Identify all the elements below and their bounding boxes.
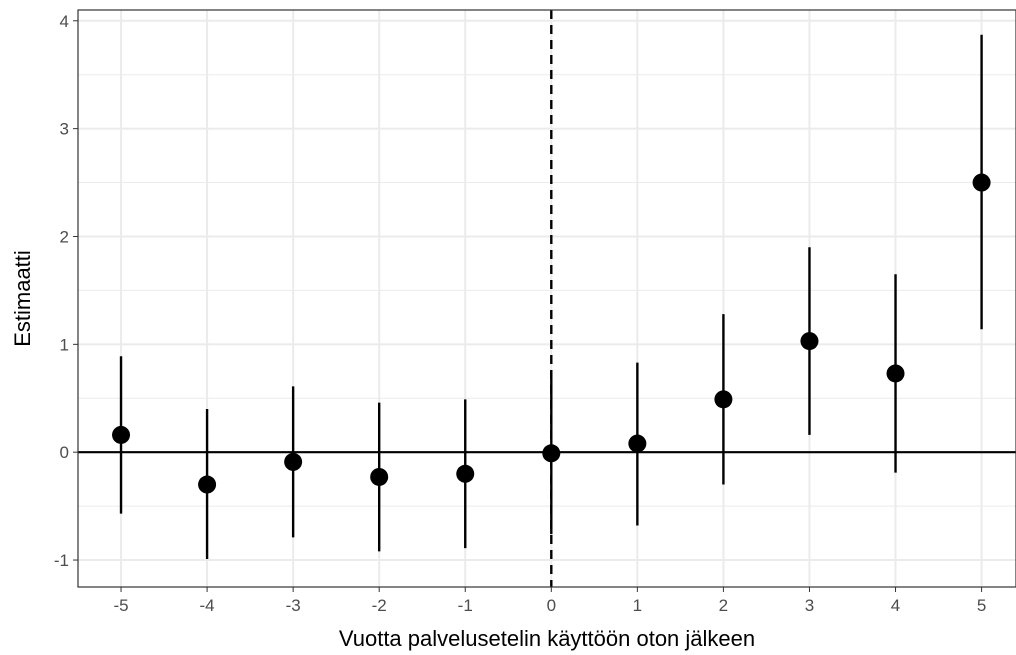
estimate-point (456, 464, 475, 483)
x-tick-label: -5 (113, 596, 128, 615)
y-tick-label: 1 (60, 335, 69, 354)
estimate-point (198, 475, 217, 494)
x-tick-label: 5 (977, 596, 986, 615)
x-tick-label: 1 (633, 596, 642, 615)
x-tick-label: -2 (372, 596, 387, 615)
estimate-point (112, 425, 131, 444)
x-tick-label: 0 (547, 596, 556, 615)
y-tick-label: 3 (60, 120, 69, 139)
y-tick-label: 4 (60, 12, 69, 31)
estimate-point (542, 444, 561, 463)
grid (78, 10, 1016, 587)
estimate-point (800, 332, 819, 351)
x-tick-label: 2 (719, 596, 728, 615)
estimate-point (370, 467, 389, 486)
estimate-point (284, 452, 303, 471)
y-tick-label: 2 (60, 227, 69, 246)
x-tick-label: -4 (200, 596, 215, 615)
estimate-point (628, 434, 647, 453)
estimate-point (886, 364, 905, 383)
x-axis-title: Vuotta palvelusetelin käyttöön oton jälk… (339, 626, 755, 651)
estimate-point (714, 390, 733, 409)
y-tick-label: 0 (60, 443, 69, 462)
data-points (112, 34, 991, 559)
x-tick-label: 4 (891, 596, 900, 615)
panel-border (77, 9, 1016, 588)
estimate-point (972, 173, 991, 192)
reference-lines (78, 10, 1016, 587)
axis-ticks: -1 0 1 2 3 4 -5 -4 -3 -2 -1 0 1 2 3 4 5 (54, 12, 986, 615)
x-tick-label: -1 (458, 596, 473, 615)
y-tick-label: -1 (54, 551, 69, 570)
x-tick-label: 3 (805, 596, 814, 615)
x-tick-label: -3 (286, 596, 301, 615)
y-axis-title: Estimaatti (10, 250, 35, 347)
